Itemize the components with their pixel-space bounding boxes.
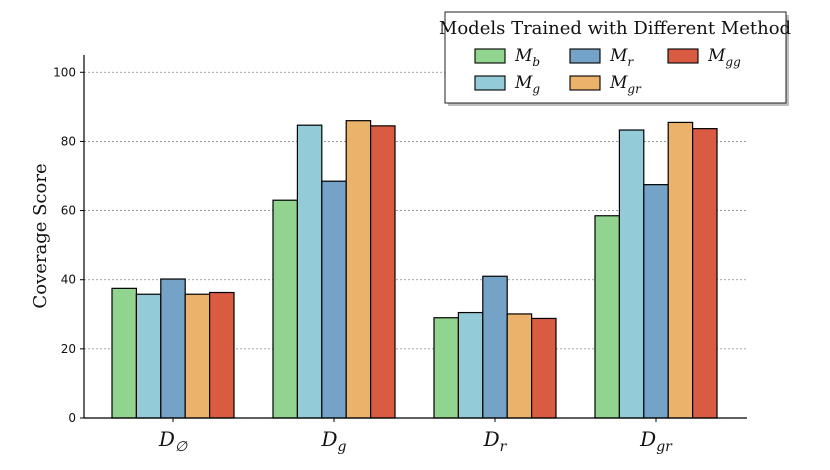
y-tick-label: 20 <box>61 342 76 356</box>
bar-D∅-Mg <box>135 293 162 419</box>
x-category-label: D∅ <box>158 427 188 455</box>
bar-D∅-Mgr <box>184 293 211 419</box>
legend-label: Mr <box>609 46 634 69</box>
y-axis-ticks: 0 20 40 60 80 100 <box>53 65 84 425</box>
x-category-label: Dr <box>483 427 508 455</box>
y-tick-label: 80 <box>61 134 76 148</box>
x-category-base: D <box>483 427 500 451</box>
legend-label-base: M <box>514 73 533 93</box>
y-tick-label: 100 <box>53 65 76 79</box>
bar-Dgr-Mgg <box>691 128 718 419</box>
legend-label-subscript: g <box>532 82 540 96</box>
legend-label-base: M <box>514 46 533 66</box>
x-category-base: D <box>158 427 175 451</box>
legend-swatch <box>474 75 506 91</box>
bar-D∅-Mgg <box>209 291 235 419</box>
legend-label-base: M <box>609 73 628 93</box>
bar-Dgr-Mr <box>643 184 669 419</box>
bar-Dr-Mr <box>482 275 508 419</box>
legend-title: Models Trained with Different Method <box>439 18 791 39</box>
legend-label-base: M <box>609 46 628 66</box>
y-tick-label: 60 <box>61 204 76 218</box>
legend-label-subscript: r <box>627 55 634 69</box>
x-category-base: D <box>320 427 337 451</box>
bar-Dr-Mg <box>457 311 484 419</box>
legend-label-subscript: gr <box>627 82 642 96</box>
x-category-subscript: g <box>338 439 347 455</box>
bar-Dr-Mgr <box>506 313 533 419</box>
legend-label-base: M <box>707 46 726 66</box>
bar-Dr-Mgg <box>530 317 557 419</box>
legend-label: Mgg <box>707 46 741 69</box>
bar-Dg-Mg <box>296 124 323 419</box>
x-category-base: D <box>639 427 656 451</box>
x-category-subscript: gr <box>656 439 673 455</box>
bar-Dgr-Mb <box>594 215 620 419</box>
legend-swatch <box>667 48 699 64</box>
legend-label: Mgr <box>609 73 642 96</box>
bar-Dg-Mgr <box>345 120 372 419</box>
x-axis-categories: D∅ Dg Dr Dgr <box>158 418 673 455</box>
y-tick-label: 0 <box>68 411 76 425</box>
axes <box>83 55 747 419</box>
x-category-subscript: ∅ <box>175 439 188 455</box>
bar-Dr-Mb <box>433 317 459 419</box>
legend-label-subscript: gg <box>725 55 741 69</box>
bar-D∅-Mb <box>111 287 137 419</box>
bars <box>111 120 718 419</box>
bar-Dg-Mr <box>321 180 347 419</box>
bar-Dg-Mb <box>272 199 298 419</box>
x-category-label: Dgr <box>639 427 673 455</box>
legend-label-subscript: b <box>532 55 540 69</box>
bar-Dg-Mgg <box>370 125 396 419</box>
legend-swatch <box>569 48 601 64</box>
bar-Dgr-Mgr <box>667 121 694 419</box>
bar-D∅-Mr <box>160 278 186 419</box>
y-axis-label: Coverage Score <box>30 163 51 308</box>
legend-label: Mg <box>514 73 540 96</box>
legend-swatch <box>474 48 506 64</box>
x-category-label: Dg <box>320 427 346 455</box>
y-tick-label: 40 <box>61 273 76 287</box>
legend-swatch <box>569 75 601 91</box>
legend: Models Trained with Different Method MbM… <box>439 11 791 106</box>
bar-Dgr-Mg <box>618 129 645 419</box>
legend-label: Mb <box>514 46 540 69</box>
x-category-subscript: r <box>500 439 508 455</box>
